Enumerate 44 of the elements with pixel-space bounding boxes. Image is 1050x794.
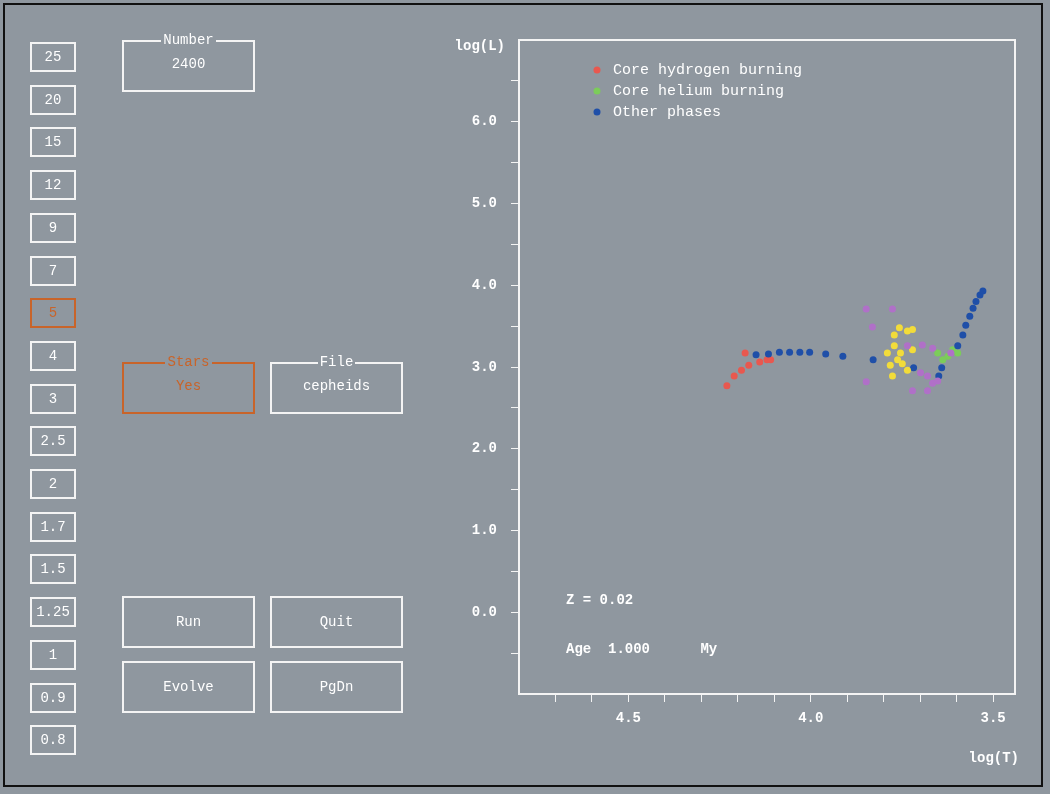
text: 12 xyxy=(30,170,76,201)
text: 0.9 xyxy=(30,682,76,713)
y-tick-label: 3.0 xyxy=(471,358,497,375)
y-tick-label: 4.0 xyxy=(471,276,497,293)
text: Run xyxy=(122,596,255,648)
legend-label: Core helium burning xyxy=(613,82,785,100)
text: 2.5 xyxy=(30,426,76,457)
text: 1 xyxy=(30,639,76,670)
text: Quit xyxy=(270,596,403,648)
text: 4 xyxy=(30,340,76,371)
text: 5 xyxy=(30,298,76,329)
y-tick-label: 1.0 xyxy=(471,522,497,539)
text: File xyxy=(317,354,356,370)
text: 1.5 xyxy=(30,554,76,585)
text: 3 xyxy=(30,383,76,414)
text: cepheids xyxy=(301,378,372,394)
text: 20 xyxy=(30,84,76,115)
text: 15 xyxy=(30,127,76,158)
x-tick-label: 4.5 xyxy=(615,709,642,726)
x-tick-label: 4.0 xyxy=(798,709,824,726)
text: 7 xyxy=(30,255,76,286)
text: Evolve xyxy=(122,661,255,713)
annotation: Z = 0.02 xyxy=(566,591,634,608)
text: 1.25 xyxy=(30,597,76,628)
y-tick-label: 6.0 xyxy=(471,113,497,130)
y-tick-label: 0.0 xyxy=(471,603,497,620)
x-axis-title: log(T) xyxy=(968,749,1019,766)
y-tick-label: 2.0 xyxy=(471,440,497,457)
text: Yes xyxy=(174,378,203,394)
legend-label: Core hydrogen burning xyxy=(613,61,803,79)
legend-label: Other phases xyxy=(613,103,722,121)
text: 2 xyxy=(30,469,76,499)
y-tick-label: 5.0 xyxy=(471,195,497,212)
text: Number xyxy=(161,32,216,48)
text: 9 xyxy=(30,212,76,243)
y-axis-title: log(L) xyxy=(454,37,505,54)
text: 0.8 xyxy=(30,725,76,756)
text: 1.7 xyxy=(30,511,76,542)
x-tick-label: 3.5 xyxy=(980,709,1006,726)
text: 2400 xyxy=(170,56,207,72)
text: Stars xyxy=(165,354,212,370)
annotation: Age 1.000 My xyxy=(566,640,718,657)
text: PgDn xyxy=(270,661,403,713)
text: 25 xyxy=(30,42,76,72)
